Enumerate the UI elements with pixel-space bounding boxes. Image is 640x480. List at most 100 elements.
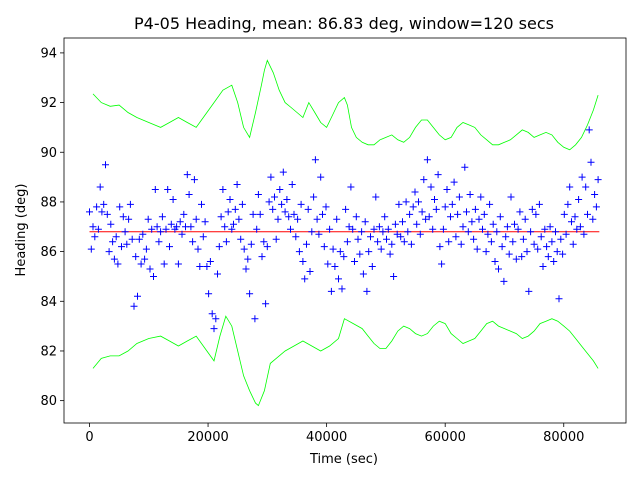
data-point (109, 238, 117, 246)
data-point (431, 196, 438, 203)
data-point (482, 248, 490, 256)
data-point (192, 215, 200, 223)
data-point (189, 238, 197, 246)
data-point (546, 223, 554, 231)
data-point (475, 215, 483, 223)
data-point (329, 245, 337, 253)
data-point (562, 230, 570, 238)
data-point (224, 208, 232, 216)
data-point (242, 265, 250, 273)
data-point (114, 260, 122, 268)
data-point (351, 258, 358, 265)
data-point (413, 220, 421, 228)
data-point (142, 245, 150, 253)
data-point (560, 210, 568, 218)
data-point (514, 225, 522, 233)
data-point (379, 228, 387, 236)
y-tick-label: 90 (40, 146, 57, 161)
data-point (311, 156, 319, 164)
data-point (541, 225, 549, 233)
data-point (146, 265, 154, 273)
y-tick-label: 82 (40, 344, 57, 359)
data-point (450, 178, 458, 186)
data-point (383, 235, 390, 243)
data-point (477, 193, 485, 201)
data-point (443, 186, 451, 193)
data-point (509, 238, 517, 246)
data-point (214, 270, 221, 278)
data-point (447, 213, 454, 221)
data-point (429, 225, 437, 233)
data-point (528, 205, 536, 213)
data-point (93, 203, 101, 211)
data-point (249, 210, 257, 218)
data-point (292, 233, 300, 241)
data-point (399, 218, 406, 226)
data-point (585, 126, 593, 134)
data-point (173, 223, 181, 231)
data-point (555, 295, 563, 303)
data-point (466, 191, 474, 198)
data-point (569, 240, 577, 248)
data-point (459, 223, 467, 231)
data-point (454, 210, 462, 218)
data-point (335, 275, 342, 283)
data-point (247, 240, 255, 248)
data-point (98, 208, 106, 216)
data-point (436, 243, 444, 251)
data-point (141, 255, 149, 263)
data-point (162, 225, 170, 233)
data-point (553, 248, 561, 256)
data-point (343, 238, 351, 246)
data-point (139, 230, 147, 238)
data-point (523, 248, 531, 256)
data-point (571, 213, 579, 221)
data-point (498, 243, 506, 251)
data-point (169, 196, 177, 203)
data-point (157, 228, 165, 236)
data-point (388, 240, 396, 248)
data-point (557, 235, 565, 243)
data-point (260, 238, 268, 246)
data-point (535, 200, 543, 208)
x-tick-label: 40000 (306, 430, 347, 445)
data-point (116, 203, 124, 211)
data-point (580, 230, 588, 238)
data-point (452, 233, 460, 241)
data-point (427, 183, 435, 191)
data-point (306, 268, 314, 275)
data-point (287, 225, 294, 233)
data-point (137, 260, 145, 268)
data-point (164, 186, 172, 193)
data-point (123, 240, 131, 248)
data-point (228, 225, 236, 233)
data-point (107, 220, 115, 228)
data-point (87, 245, 95, 253)
data-point (391, 220, 399, 228)
plot-area (64, 38, 626, 423)
data-point (587, 158, 595, 166)
data-point (584, 210, 591, 218)
data-point (340, 253, 348, 261)
data-point (407, 240, 415, 248)
data-point (564, 200, 572, 208)
data-point (112, 233, 120, 241)
data-point (235, 215, 243, 223)
x-tick-label: 0 (85, 430, 93, 445)
data-point (441, 203, 449, 211)
data-point (269, 205, 277, 213)
data-point (479, 225, 486, 233)
data-point (503, 223, 511, 231)
data-point (274, 215, 282, 223)
data-point (118, 243, 125, 251)
data-point (518, 253, 526, 261)
y-tick-label: 88 (40, 195, 57, 210)
data-point (198, 200, 205, 208)
data-point (484, 230, 492, 238)
data-point (285, 213, 293, 221)
data-point (575, 196, 583, 203)
data-point (342, 205, 350, 213)
data-point (358, 228, 366, 236)
data-point (470, 235, 478, 243)
data-point (206, 258, 214, 265)
